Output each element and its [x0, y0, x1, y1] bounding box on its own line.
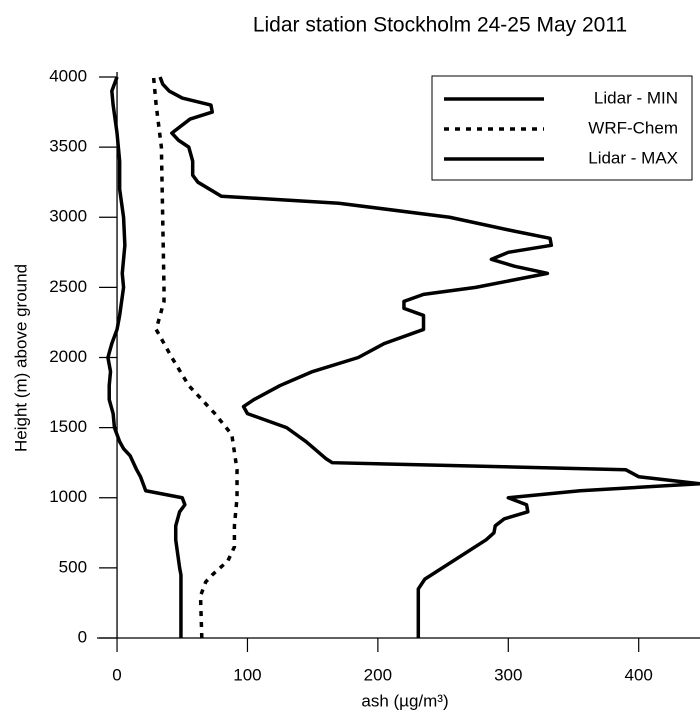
y-tick-label: 1500	[49, 417, 87, 436]
x-tick-label: 0	[112, 665, 121, 684]
legend-box	[431, 75, 693, 181]
x-tick-label: 300	[494, 665, 522, 684]
y-tick-label: 500	[59, 557, 87, 576]
y-tick-label: 2500	[49, 277, 87, 296]
y-tick-label: 0	[78, 627, 87, 646]
y-axis-label: Height (m) above ground	[11, 264, 30, 452]
y-tick-label: 1000	[49, 487, 87, 506]
profile-line	[158, 76, 700, 638]
y-tick-label: 2000	[49, 347, 87, 366]
legend-label: WRF-Chem	[588, 118, 678, 137]
y-tick-label: 3000	[49, 207, 87, 226]
profile-line	[151, 76, 239, 639]
chart-title: Lidar station Stockholm 24-25 May 2011	[253, 14, 627, 37]
y-tick-label: 4000	[49, 66, 87, 85]
x-tick-label: 200	[364, 665, 392, 684]
y-tick-label: 3500	[49, 137, 87, 156]
legend-label: Lidar - MIN	[594, 88, 678, 107]
plot-area	[106, 76, 700, 639]
x-tick-label: 100	[233, 665, 261, 684]
x-tick-label: 400	[625, 665, 653, 684]
x-axis-label: ash (µg/m³)	[361, 691, 448, 710]
legend-label: Lidar - MAX	[588, 148, 678, 167]
profile-line	[106, 76, 187, 638]
